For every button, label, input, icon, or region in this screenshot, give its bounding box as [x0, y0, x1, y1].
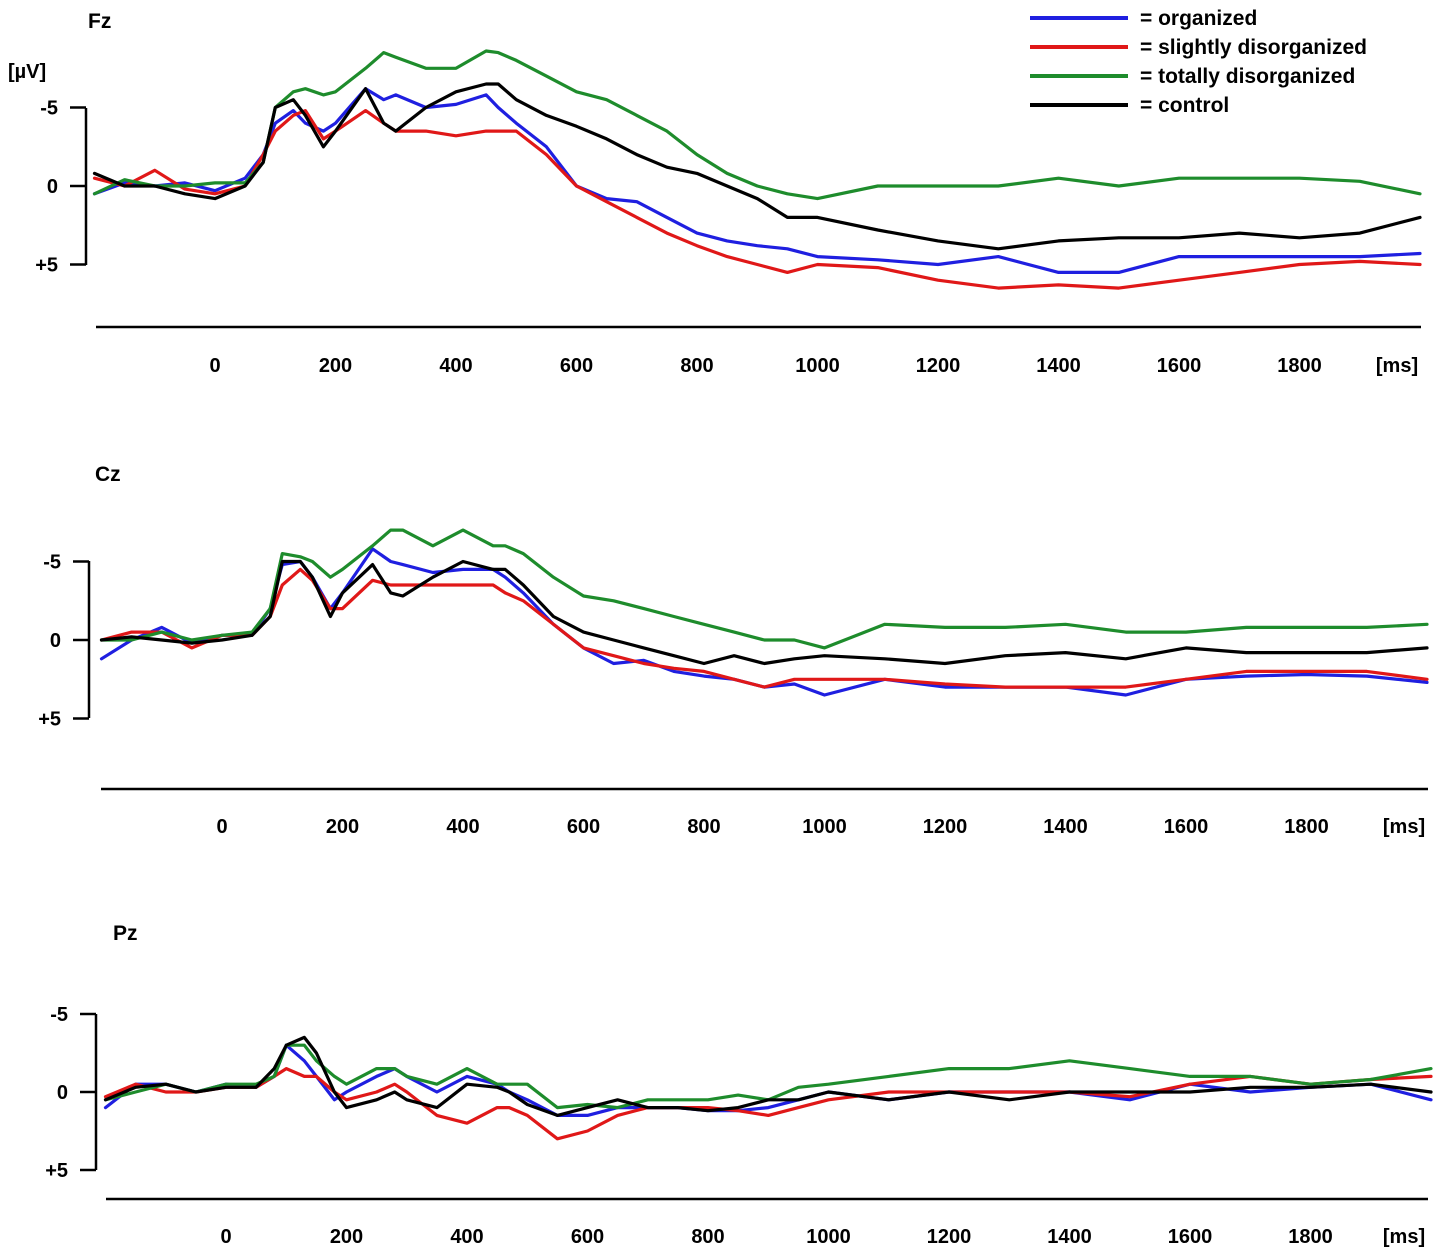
legend-label: = organized — [1140, 7, 1257, 30]
x-tick-label: 600 — [560, 355, 593, 377]
x-tick-label: 200 — [319, 355, 352, 377]
x-tick-label: 1800 — [1288, 1226, 1333, 1248]
x-tick-label: 0 — [209, 355, 220, 377]
series-line-slightly-disorganized — [103, 1067, 1433, 1141]
x-axis-unit: [ms] — [1383, 1226, 1425, 1248]
x-tick-label: 600 — [567, 816, 600, 838]
x-tick-label: 400 — [439, 355, 472, 377]
panel-cz: Cz -5 0 +5 0 200 400 600 800 1000 1200 1400 1600 1800… — [38, 463, 1429, 838]
y-tick-label: 0 — [47, 176, 58, 198]
series-line-slightly-disorganized — [99, 567, 1429, 689]
panel-label: Pz — [113, 922, 138, 945]
y-tick-label: +5 — [35, 255, 58, 277]
y-axis-unit: [µV] — [8, 61, 46, 83]
series-line-totally-disorganized — [103, 1043, 1433, 1110]
x-tick-label: 1000 — [795, 355, 840, 377]
x-tick-label: 800 — [687, 816, 720, 838]
series-line-slightly-disorganized — [92, 109, 1422, 290]
legend-label: = slightly disorganized — [1140, 36, 1367, 59]
x-tick-label: 1000 — [806, 1226, 851, 1248]
x-tick-label: 0 — [216, 816, 227, 838]
x-tick-label: 1800 — [1284, 816, 1329, 838]
x-tick-label: 1000 — [802, 816, 847, 838]
x-axis-unit: [ms] — [1383, 816, 1425, 838]
series-line-control — [92, 82, 1422, 251]
x-tick-label: 200 — [326, 816, 359, 838]
x-tick-label: 1600 — [1164, 816, 1209, 838]
legend-label: = totally disorganized — [1140, 65, 1355, 88]
x-tick-label: 1600 — [1168, 1226, 1213, 1248]
y-tick-label: -5 — [50, 1004, 68, 1026]
x-tick-label: 200 — [330, 1226, 363, 1248]
series-line-control — [103, 1035, 1433, 1117]
y-tick-label: 0 — [50, 630, 61, 652]
x-tick-label: 0 — [220, 1226, 231, 1248]
x-tick-label: 1200 — [927, 1226, 972, 1248]
y-tick-label: -5 — [40, 98, 58, 120]
legend-label: = control — [1140, 94, 1229, 117]
panel-fz: Fz [µV] -5 0 +5 0 200 400 600 800 1000 1200 1400 1600… — [8, 10, 1422, 377]
y-tick-label: -5 — [43, 552, 61, 574]
x-tick-label: 1200 — [916, 355, 961, 377]
x-tick-label: 400 — [450, 1226, 483, 1248]
x-tick-label: 1400 — [1036, 355, 1081, 377]
x-tick-label: 1400 — [1047, 1226, 1092, 1248]
x-tick-label: 1800 — [1277, 355, 1322, 377]
x-tick-label: 400 — [446, 816, 479, 838]
x-tick-label: 1400 — [1043, 816, 1088, 838]
x-tick-label: 800 — [691, 1226, 724, 1248]
series-line-control — [99, 559, 1429, 666]
legend: = organized = slightly disorganized = tota… — [1030, 7, 1367, 117]
y-tick-label: +5 — [38, 709, 61, 731]
y-tick-label: 0 — [57, 1082, 68, 1104]
panel-label: Cz — [95, 463, 121, 486]
series-line-totally-disorganized — [99, 528, 1429, 650]
y-tick-label: +5 — [45, 1160, 68, 1182]
x-tick-label: 600 — [571, 1226, 604, 1248]
panel-pz: Pz -5 0 +5 0 200 400 600 800 1000 1200 1400 1600 1800… — [45, 922, 1433, 1248]
x-axis-unit: [ms] — [1376, 355, 1418, 377]
x-tick-label: 1200 — [923, 816, 968, 838]
x-tick-label: 1600 — [1157, 355, 1202, 377]
panel-label: Fz — [88, 10, 111, 33]
x-tick-label: 800 — [680, 355, 713, 377]
